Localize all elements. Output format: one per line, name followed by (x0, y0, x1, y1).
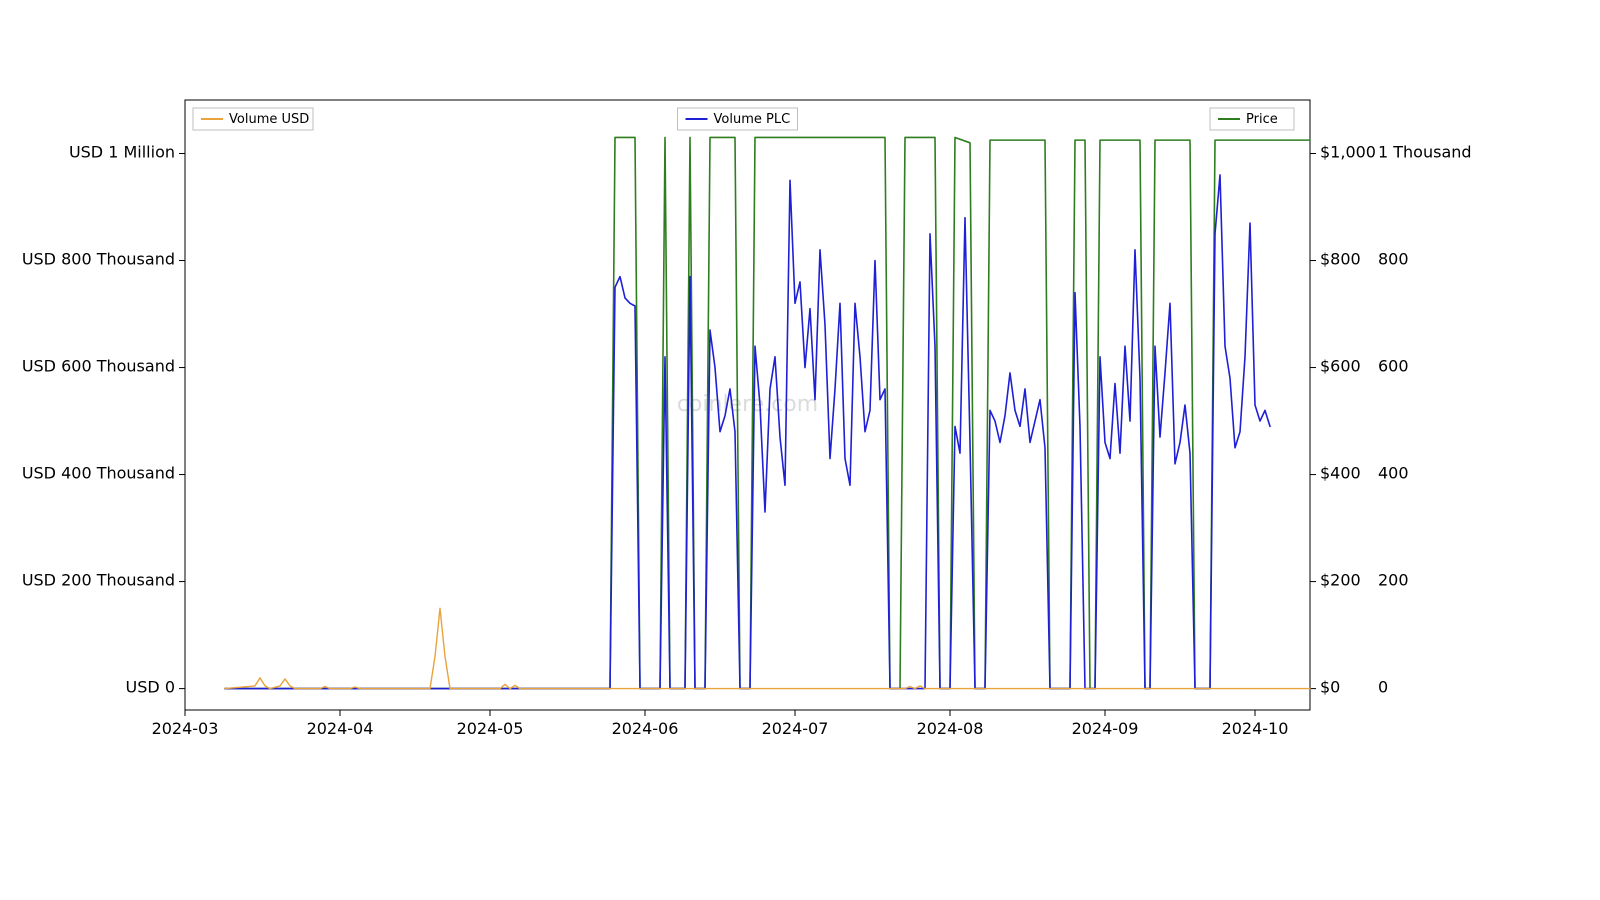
xtick-label: 2024-10 (1222, 719, 1289, 738)
xtick-label: 2024-07 (762, 719, 829, 738)
ytick-left-label: USD 800 Thousand (22, 250, 175, 269)
watermark-text: coinlere.com (677, 392, 818, 417)
xtick-label: 2024-06 (612, 719, 679, 738)
series-volume_usd (225, 608, 1310, 688)
ytick-right-label: $0 (1320, 678, 1340, 697)
ytick-far-right-label: 400 (1378, 464, 1409, 483)
legend-label-price: Price (1246, 112, 1278, 127)
ytick-far-right-label: 0 (1378, 678, 1388, 697)
ytick-far-right-label: 1 Thousand (1378, 143, 1472, 162)
legend-label-volume_plc: Volume PLC (714, 112, 791, 127)
xtick-label: 2024-09 (1072, 719, 1139, 738)
ytick-right-label: $200 (1320, 571, 1361, 590)
series-volume_plc (225, 175, 1270, 689)
ytick-left-label: USD 600 Thousand (22, 357, 175, 376)
legend-label-volume_usd: Volume USD (229, 112, 309, 127)
xtick-label: 2024-04 (307, 719, 374, 738)
ytick-left-label: USD 400 Thousand (22, 464, 175, 483)
ytick-right-label: $600 (1320, 357, 1361, 376)
ytick-right-label: $400 (1320, 464, 1361, 483)
ytick-left-label: USD 200 Thousand (22, 571, 175, 590)
ytick-left-label: USD 0 (126, 678, 175, 697)
chart-svg: USD 0 USD 200 Thousand USD 400 Thousand USD… (0, 0, 1600, 900)
chart-container: USD 0 USD 200 Thousand USD 400 Thousand USD… (0, 0, 1600, 900)
ytick-right-label: $800 (1320, 250, 1361, 269)
xtick-label: 2024-08 (917, 719, 984, 738)
ytick-right-label: $1,000 (1320, 143, 1376, 162)
ytick-far-right-label: 800 (1378, 250, 1409, 269)
xtick-label: 2024-03 (152, 719, 219, 738)
xtick-label: 2024-05 (457, 719, 524, 738)
ytick-far-right-label: 600 (1378, 357, 1409, 376)
ytick-left-label: USD 1 Million (69, 143, 175, 162)
ytick-far-right-label: 200 (1378, 571, 1409, 590)
